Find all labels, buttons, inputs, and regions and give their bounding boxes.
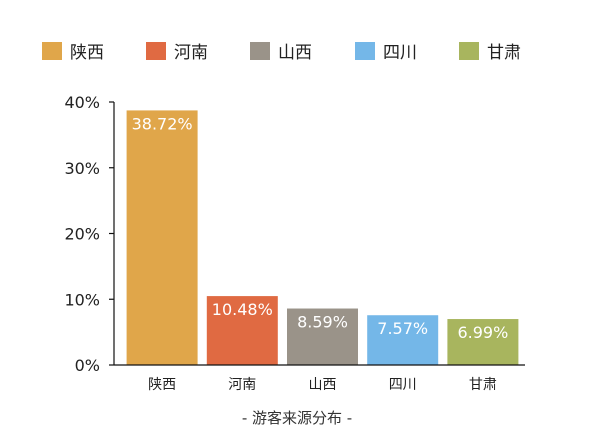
bar (206, 296, 278, 365)
legend-label: 河南 (174, 43, 208, 63)
bar (367, 315, 439, 365)
bar (447, 319, 519, 365)
bar (287, 308, 358, 365)
legend-swatch (250, 42, 270, 60)
legend-swatch (146, 42, 166, 60)
legend-item: 山西 (250, 42, 312, 63)
x-axis: 陕西 河南 山西 四川 甘肃 (114, 364, 525, 393)
x-tick-label: 甘肃 (469, 377, 497, 393)
x-tick-label: 陕西 (148, 377, 176, 393)
legend-item: 河南 (146, 42, 208, 63)
y-axis: 0% 10% 20% 30% 40% (64, 93, 115, 375)
bar-value-label: 38.72% (132, 114, 193, 133)
y-tick-label: 40% (64, 93, 100, 112)
x-tick-label: 四川 (389, 377, 417, 393)
legend-swatch (459, 42, 479, 60)
y-tick-label: 20% (64, 225, 100, 244)
legend-label: 甘肃 (487, 43, 521, 63)
y-tick-label: 30% (64, 159, 100, 178)
bar-value-label: 10.48% (212, 300, 273, 319)
bar (126, 110, 198, 365)
x-tick-label: 山西 (309, 377, 337, 393)
legend-label: 陕西 (70, 43, 104, 63)
legend-item: 陕西 (42, 42, 104, 63)
legend-item: 四川 (355, 42, 417, 63)
legend-swatch (42, 42, 62, 60)
legend-item: 甘肃 (459, 42, 521, 63)
x-tick-label: 河南 (228, 377, 256, 393)
y-tick-label: 10% (64, 290, 100, 309)
legend-swatch (355, 42, 375, 60)
legend-label: 山西 (278, 43, 312, 63)
legend: 陕西 河南 山西 四川 甘肃 (42, 42, 521, 63)
legend-label: 四川 (383, 43, 417, 63)
y-tick-label: 0% (75, 356, 100, 375)
bars: 38.72% 10.48% 8.59% 7.57% 6.99% (126, 110, 519, 365)
chart-caption: - 游客来源分布 - (242, 409, 352, 427)
bar-value-label: 7.57% (377, 319, 428, 338)
bar-value-label: 8.59% (297, 313, 348, 332)
bar-value-label: 6.99% (457, 323, 508, 342)
